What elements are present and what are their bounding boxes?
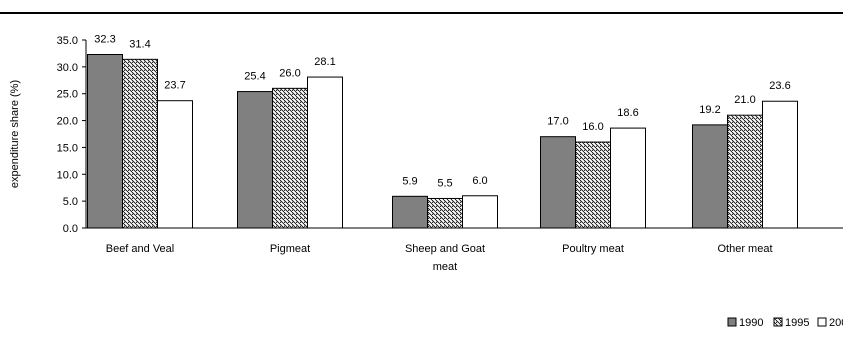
y-tick-label: 20.0: [57, 116, 78, 128]
data-label-1995-cat-2: 5.5: [437, 177, 452, 189]
data-label-2000-cat-1: 28.1: [314, 56, 335, 68]
y-axis-label: expenditure share (%): [9, 80, 21, 188]
data-label-1990-cat-0: 32.3: [94, 34, 115, 46]
data-label-2000-cat-2: 6.0: [472, 175, 487, 187]
data-label-1990-cat-4: 19.2: [699, 104, 720, 116]
data-label-2000-cat-3: 18.6: [617, 107, 638, 119]
category-label: Beef and Veal: [106, 243, 175, 255]
category-label: meat: [433, 261, 457, 273]
bar-1990-cat-2: [392, 195, 428, 229]
legend-label-1995: 1995: [785, 317, 809, 329]
bar-2000-cat-1: [307, 76, 343, 229]
bar-1995-cat-2: [427, 197, 463, 229]
legend-swatch-1990: [727, 317, 737, 327]
bar-1990-cat-3: [540, 136, 576, 229]
y-tick-label: 5.0: [63, 196, 78, 208]
data-label-1995-cat-3: 16.0: [582, 121, 603, 133]
y-tick-label: 0.0: [63, 223, 78, 235]
bar-1990-cat-0: [87, 54, 123, 229]
bar-2000-cat-3: [610, 127, 646, 229]
bar-2000-cat-2: [462, 195, 498, 229]
bar-1995-cat-0: [122, 58, 158, 229]
bar-1995-cat-1: [272, 87, 308, 229]
legend-label-1990: 1990: [739, 317, 763, 329]
data-label-1995-cat-1: 26.0: [279, 67, 300, 79]
category-label: Other meat: [717, 243, 772, 255]
bar-1990-cat-4: [692, 124, 728, 229]
y-tick-label: 15.0: [57, 142, 78, 154]
data-label-1990-cat-2: 5.9: [402, 175, 417, 187]
y-tick-label: 10.0: [57, 169, 78, 181]
bar-1990-cat-1: [237, 91, 273, 229]
bar-1995-cat-4: [727, 114, 763, 229]
y-tick-label: 30.0: [57, 62, 78, 74]
data-label-1990-cat-1: 25.4: [244, 71, 265, 83]
legend-swatch-2000: [817, 317, 827, 327]
data-label-2000-cat-0: 23.7: [164, 80, 185, 92]
y-tick-label: 25.0: [57, 89, 78, 101]
data-label-1990-cat-3: 17.0: [547, 116, 568, 128]
legend-label-2000: 2000: [829, 317, 843, 329]
bar-2000-cat-4: [762, 100, 798, 229]
legend-swatch-1995: [773, 317, 783, 327]
data-label-1995-cat-4: 21.0: [734, 94, 755, 106]
bar-1995-cat-3: [575, 141, 611, 229]
data-label-2000-cat-4: 23.6: [769, 80, 790, 92]
category-label: Sheep and Goat: [405, 243, 485, 255]
bar-2000-cat-0: [157, 100, 193, 229]
category-label: Poultry meat: [562, 243, 624, 255]
y-tick-label: 35.0: [57, 35, 78, 47]
category-label: Pigmeat: [270, 243, 310, 255]
data-label-1995-cat-0: 31.4: [129, 38, 150, 50]
